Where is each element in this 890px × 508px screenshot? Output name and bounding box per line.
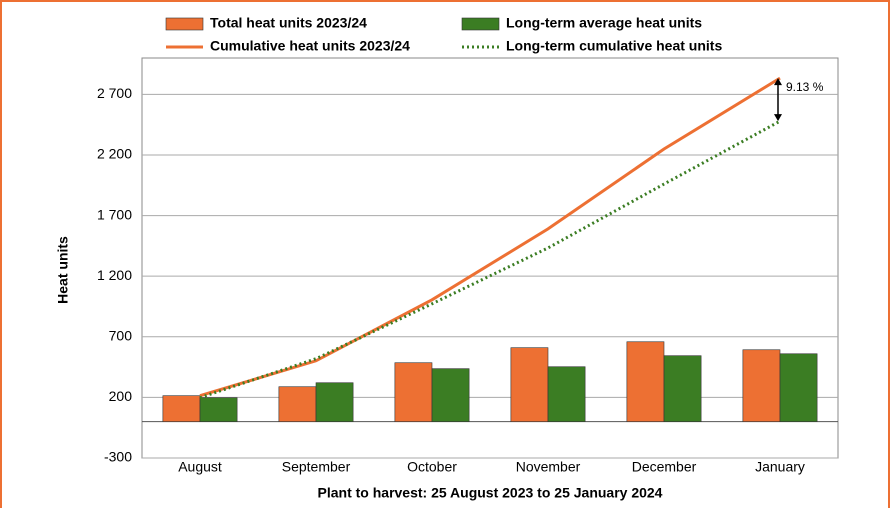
arrow-head <box>774 114 782 122</box>
line <box>199 76 781 398</box>
bar <box>394 362 433 422</box>
y-tick-label: 1 700 <box>97 206 132 222</box>
x-tick-label: August <box>178 459 222 475</box>
y-tick-label: 2 200 <box>97 146 132 162</box>
y-tick-label: 700 <box>109 327 133 343</box>
y-tick-label: 1 200 <box>97 267 132 283</box>
x-tick-label: October <box>407 459 457 475</box>
legend-label: Total heat units 2023/24 <box>210 15 367 31</box>
bar <box>315 382 354 422</box>
y-tick-label: 2 700 <box>97 85 132 101</box>
legend-swatch <box>461 17 500 31</box>
legend-label: Long-term average heat units <box>506 15 702 31</box>
x-tick-label: November <box>516 459 581 475</box>
legend-label: Cumulative heat units 2023/24 <box>210 38 410 54</box>
bar <box>278 386 317 422</box>
bar <box>162 395 201 422</box>
bar <box>199 397 238 422</box>
legend-label: Long-term cumulative heat units <box>506 38 722 54</box>
annotation: 9.13 % <box>786 80 824 94</box>
legend-swatch <box>165 17 204 31</box>
bar <box>431 368 470 422</box>
plot-area <box>141 57 839 459</box>
line <box>199 119 781 400</box>
bar <box>547 366 586 422</box>
x-tick-label: September <box>282 459 351 475</box>
x-tick-label: December <box>632 459 697 475</box>
y-tick-label: 200 <box>109 388 133 404</box>
y-tick-label: -300 <box>104 449 132 465</box>
bar <box>663 355 702 422</box>
bar <box>779 353 818 422</box>
bar <box>626 341 665 422</box>
x-tick-label: January <box>755 459 805 475</box>
bar <box>742 349 781 422</box>
bar <box>510 347 549 422</box>
y-axis-title: Heat units <box>55 236 71 304</box>
arrow-head <box>774 78 782 86</box>
x-axis-title: Plant to harvest: 25 August 2023 to 25 J… <box>318 485 663 501</box>
